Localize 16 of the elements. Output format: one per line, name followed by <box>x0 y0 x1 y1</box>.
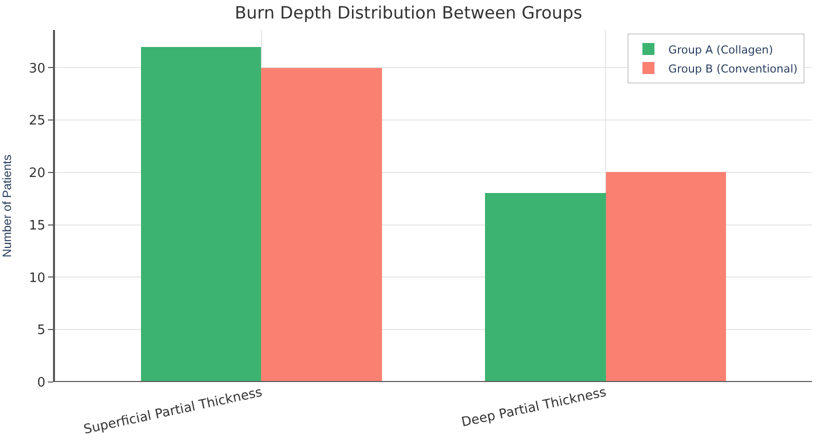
y-tick-label: 10 <box>28 270 46 286</box>
y-tick-label: 25 <box>28 114 46 129</box>
y-tick-label: 15 <box>28 218 46 234</box>
y-tick-label: 5 <box>37 323 46 338</box>
y-axis-title: Number of Patients <box>0 154 14 258</box>
y-tick-label: 20 <box>28 166 46 182</box>
bar <box>485 193 606 382</box>
y-tick-label: 30 <box>28 61 46 76</box>
bar <box>141 47 261 382</box>
legend-label: Group A (Collagen) <box>668 43 774 56</box>
chart-title: Burn Depth Distribution Between Groups <box>234 4 582 24</box>
x-tick-label: Deep Partial Thickness <box>460 385 608 430</box>
y-tick-label: 0 <box>37 376 46 391</box>
bar <box>606 172 726 382</box>
bar <box>261 68 382 382</box>
legend-label: Group B (Conventional) <box>668 62 798 76</box>
